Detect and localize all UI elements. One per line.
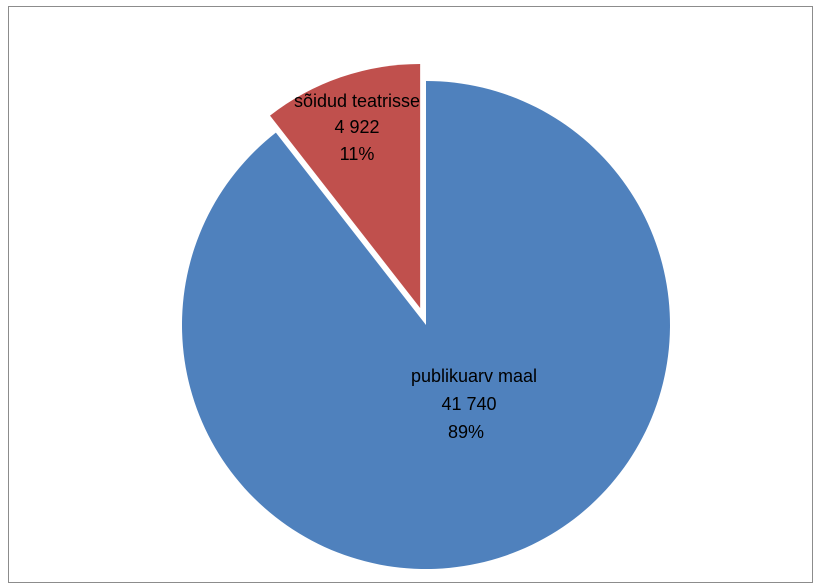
slice-label-percent-0: 89%: [448, 422, 484, 442]
pie-slice-0: [181, 81, 670, 569]
slice-label-percent-1: 11%: [340, 144, 375, 164]
slice-label-value-1: 4 922: [334, 117, 379, 137]
slice-label-name-1: sõidud teatrisse: [294, 91, 420, 111]
pie-slice-1: [270, 63, 421, 308]
slice-label-value-0: 41 740: [441, 394, 496, 414]
pie-labels: sõidud teatrisse 4 922 11% publikuarv ma…: [294, 91, 537, 442]
slice-label-name-0: publikuarv maal: [411, 366, 537, 386]
pie-slices: [181, 63, 670, 569]
